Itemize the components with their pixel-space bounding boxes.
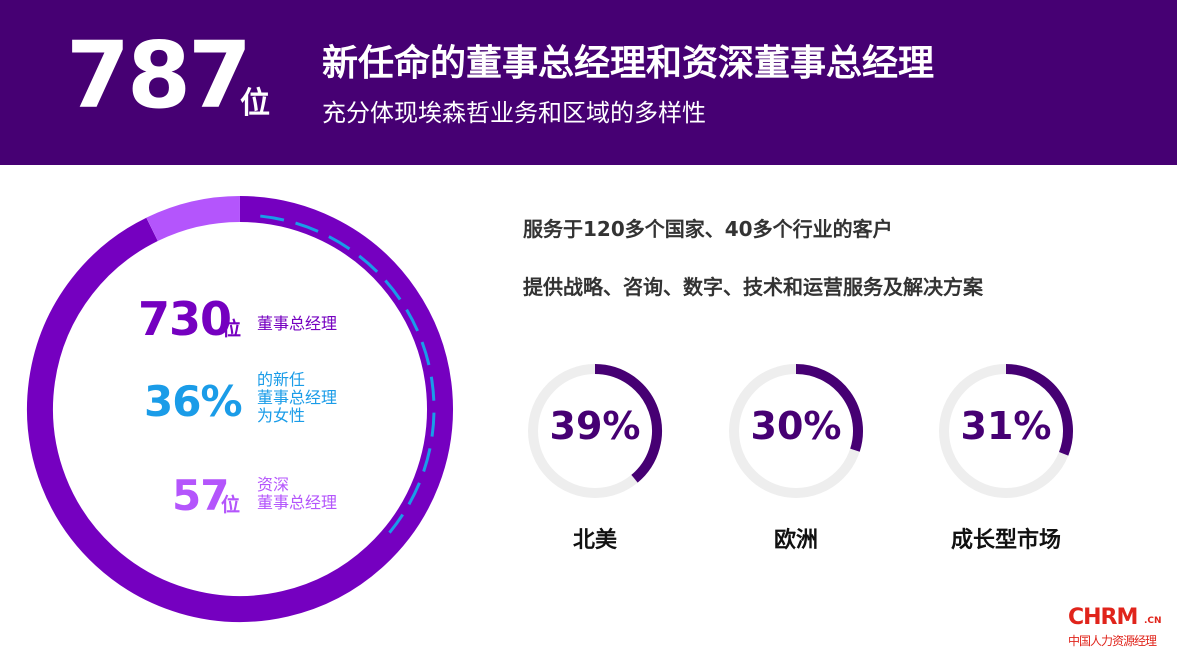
fact-services: 提供战略、咨询、数字、技术和运营服务及解决方案 [523,275,983,299]
region-value-europe: 30% [750,404,842,448]
region-value-growth-markets: 31% [960,404,1052,448]
senior-label: 资深 董事总经理 [257,475,338,512]
directors-count: 730 [138,292,232,346]
women-share-value: 36% [144,377,243,426]
senior-unit: 位 [221,494,241,516]
directors-unit: 位 [222,318,242,340]
donut-slice-directors [27,196,453,622]
region-value-north-america: 39% [549,404,641,448]
region-label-growth-markets: 成长型市场 [950,528,1061,553]
donut-slice-senior-directors [146,196,241,242]
region-donut-north-america: 39% [525,361,665,501]
main-donut-chart [27,196,453,622]
page-title: 新任命的董事总经理和资深董事总经理 [322,43,935,84]
senior-count: 57 [172,471,229,520]
header-banner: 787 位 新任命的董事总经理和资深董事总经理 充分体现埃森哲业务和区域的多样性 [0,0,1177,165]
region-arc-growth-markets [1005,364,1073,456]
directors-label: 董事总经理 [257,314,338,333]
logo-suffix: .CN [1144,616,1162,626]
chrm-logo: CHRM .CN 中国人力资源经理 [1068,605,1168,655]
region-arc-north-america [594,364,662,483]
fact-clients: 服务于120多个国家、40多个行业的客户 [523,217,893,241]
total-count-unit: 位 [240,86,270,121]
women-share-label: 的新任 董事总经理 为女性 [257,370,338,425]
total-count: 787 [66,22,252,129]
logo-main-text: CHRM [1068,605,1138,630]
region-label-europe: 欧洲 [773,528,818,553]
region-donut-growth-markets: 31% [936,361,1076,501]
logo-tagline: 中国人力资源经理 [1068,634,1157,648]
region-label-north-america: 北美 [572,528,617,553]
page-subtitle: 充分体现埃森哲业务和区域的多样性 [322,99,706,127]
region-donut-europe: 30% [726,361,866,501]
region-arc-europe [795,364,863,452]
